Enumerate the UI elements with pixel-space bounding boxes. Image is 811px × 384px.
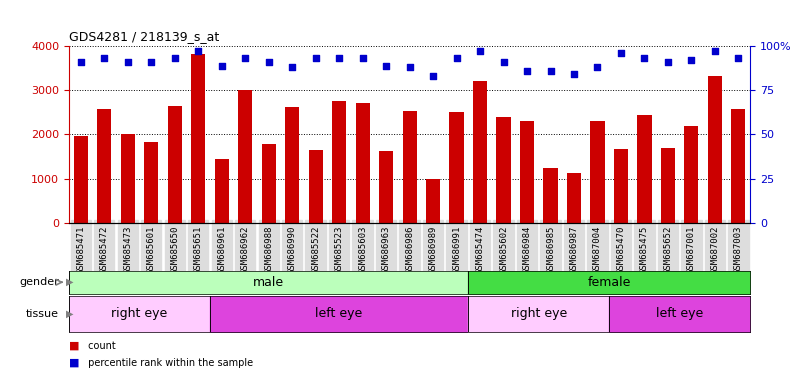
Bar xyxy=(97,109,111,223)
Bar xyxy=(121,134,135,223)
Point xyxy=(521,68,534,74)
Bar xyxy=(496,117,511,223)
Point xyxy=(168,55,181,61)
Text: male: male xyxy=(253,276,284,289)
Bar xyxy=(144,142,158,223)
Point xyxy=(380,63,393,69)
Bar xyxy=(567,173,581,223)
Text: female: female xyxy=(587,276,631,289)
Point xyxy=(333,55,345,61)
Bar xyxy=(590,121,604,223)
Bar xyxy=(191,54,205,223)
Point xyxy=(615,50,628,56)
Bar xyxy=(355,103,370,223)
Text: ■: ■ xyxy=(69,358,79,368)
Bar xyxy=(74,136,88,223)
Point xyxy=(685,57,698,63)
Text: tissue: tissue xyxy=(26,309,58,319)
Point xyxy=(309,55,322,61)
Bar xyxy=(708,76,722,223)
Bar xyxy=(614,149,628,223)
Bar xyxy=(449,112,464,223)
Bar xyxy=(637,115,651,223)
Point xyxy=(97,55,110,61)
Bar xyxy=(402,111,417,223)
Point xyxy=(144,59,157,65)
Text: right eye: right eye xyxy=(511,308,567,320)
Text: GDS4281 / 218139_s_at: GDS4281 / 218139_s_at xyxy=(69,30,219,43)
Text: ▶: ▶ xyxy=(66,277,73,287)
Point xyxy=(262,59,275,65)
Point xyxy=(74,59,87,65)
Bar xyxy=(520,121,534,223)
Bar xyxy=(308,150,323,223)
Point xyxy=(450,55,463,61)
Text: left eye: left eye xyxy=(315,308,363,320)
Bar xyxy=(238,90,252,223)
Bar xyxy=(426,179,440,223)
Point xyxy=(356,55,369,61)
Point xyxy=(121,59,134,65)
Bar xyxy=(684,126,698,223)
Point xyxy=(568,71,581,78)
Point xyxy=(638,55,651,61)
Text: right eye: right eye xyxy=(111,308,168,320)
Text: ▶: ▶ xyxy=(66,309,73,319)
Bar xyxy=(732,109,745,223)
Point xyxy=(497,59,510,65)
Point xyxy=(544,68,557,74)
Point xyxy=(238,55,251,61)
Bar xyxy=(285,107,299,223)
Point xyxy=(474,48,487,55)
Text: count: count xyxy=(85,341,116,351)
Point xyxy=(427,73,440,79)
Bar xyxy=(661,148,675,223)
Point xyxy=(215,63,228,69)
Bar xyxy=(262,144,276,223)
Point xyxy=(403,64,416,70)
Text: ■: ■ xyxy=(69,341,79,351)
Bar xyxy=(168,106,182,223)
Bar xyxy=(473,81,487,223)
Point xyxy=(191,48,204,55)
Point xyxy=(662,59,675,65)
Point xyxy=(732,55,745,61)
Bar xyxy=(215,159,229,223)
Text: gender: gender xyxy=(19,277,58,287)
Point xyxy=(591,64,604,70)
Point xyxy=(709,48,722,55)
Text: percentile rank within the sample: percentile rank within the sample xyxy=(85,358,253,368)
Text: left eye: left eye xyxy=(656,308,703,320)
Bar xyxy=(332,101,346,223)
Bar xyxy=(543,167,557,223)
Point xyxy=(285,64,298,70)
Bar xyxy=(379,151,393,223)
